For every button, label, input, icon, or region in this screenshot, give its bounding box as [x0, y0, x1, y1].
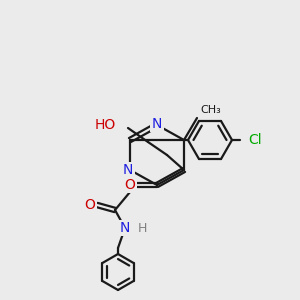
Text: CH₃: CH₃	[200, 105, 221, 115]
Text: N: N	[120, 221, 130, 235]
Text: Cl: Cl	[248, 133, 262, 147]
Text: O: O	[124, 178, 135, 192]
Text: H: H	[138, 223, 147, 236]
Text: N: N	[152, 117, 162, 131]
Text: O: O	[85, 198, 95, 212]
Text: HO: HO	[95, 118, 116, 132]
Text: N: N	[123, 163, 133, 177]
